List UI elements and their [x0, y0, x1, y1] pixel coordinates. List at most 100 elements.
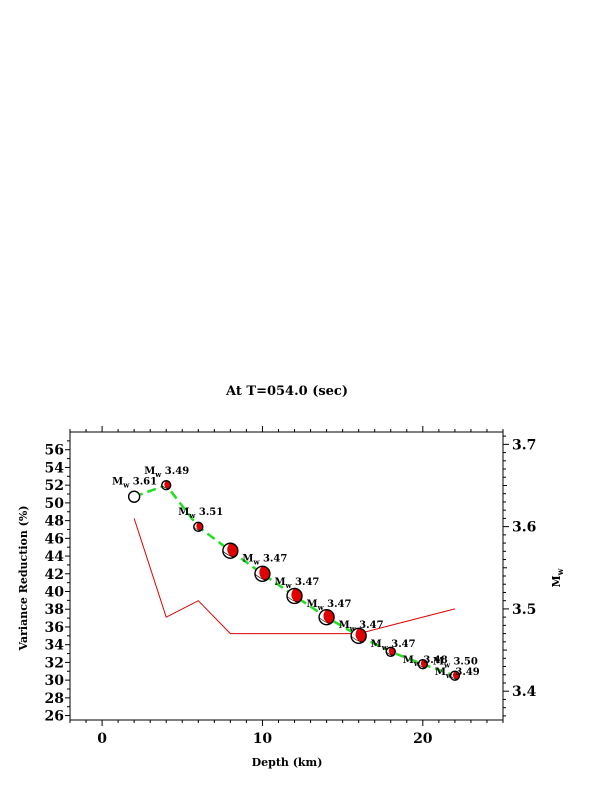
x-axis-ticks: 0 10 20 [69, 426, 504, 747]
magnitude-label-subscript: w [188, 511, 196, 520]
focal-mechanism-beachball [161, 479, 172, 491]
focal-mechanism-markers [127, 479, 461, 681]
magnitude-label: Mw 3.47 [242, 554, 287, 567]
magnitude-label-value: 3.47 [388, 639, 416, 650]
magnitude-label-subscript: w [154, 470, 162, 479]
beachball-outline [318, 609, 335, 626]
magnitude-label-subscript: w [317, 603, 325, 612]
x-axis-label: Depth (km) [252, 756, 323, 769]
y-left-tick-label: 46 [45, 531, 64, 547]
magnitude-label-subscript: w [381, 643, 389, 652]
y-left-tick-label: 36 [45, 620, 64, 636]
beachball-background [128, 491, 140, 503]
y-left-tick-label: 42 [45, 567, 64, 583]
right-axis-label-sub: w [555, 567, 565, 576]
magnitude-label: Mw 3.47 [371, 639, 416, 652]
magnitude-label: Mw 3.49 [435, 667, 480, 680]
magnitude-label-value: 3.47 [324, 599, 352, 610]
focal-mechanism-beachball [127, 490, 141, 503]
y-left-tick-label: 32 [45, 655, 64, 671]
magnitude-label: Mw 3.49 [144, 466, 189, 479]
beachball-compression-quadrant [323, 609, 335, 625]
beachball-outline [385, 646, 396, 657]
magnitude-label-value: 3.49 [161, 466, 189, 477]
beachball-outline [286, 587, 303, 605]
y-left-tick-label: 48 [45, 514, 64, 530]
y-left-tick-label: 52 [45, 478, 64, 494]
magnitude-label-subscript: w [252, 558, 260, 567]
focal-mechanism-beachball [254, 565, 271, 582]
y-right-tick-label: 3.5 [512, 602, 536, 618]
magnitude-label-symbol: M [112, 477, 123, 488]
magnitude-label-value: 3.47 [292, 577, 320, 588]
beachball-compression-quadrant [227, 543, 238, 558]
y-left-tick-label: 26 [45, 709, 64, 725]
beachball-compression-quadrant [196, 522, 203, 532]
beachball-compression-quadrant [164, 480, 171, 490]
magnitude-label-value: 3.47 [259, 554, 287, 565]
magnitude-label-subscript: w [443, 661, 451, 670]
magnitude-label-symbol: M [242, 554, 253, 565]
beachball-compression-quadrant [291, 588, 303, 604]
beachball-compression-quadrant [388, 647, 396, 657]
magnitude-label-value: 3.61 [129, 477, 157, 488]
magnitude-label-value: 3.48 [420, 655, 448, 666]
y-left-tick-label: 44 [45, 549, 65, 565]
focal-mechanism-beachball [318, 609, 335, 626]
magnitude-label-value: 3.47 [356, 620, 384, 631]
beachball-compression-quadrant [420, 659, 428, 669]
y-right-tick-label: 3.6 [512, 520, 536, 536]
x-tick-label: 0 [97, 731, 107, 747]
magnitude-label: Mw 3.50 [433, 657, 478, 670]
magnitude-label-symbol: M [274, 577, 285, 588]
beachball-outline [449, 670, 461, 681]
y-left-tick-label: 50 [45, 496, 65, 512]
focal-mechanism-beachball [417, 658, 429, 670]
magnitude-label: Mw 3.51 [178, 507, 223, 520]
chart-title: At T=054.0 (sec) [225, 384, 348, 399]
beachball-outline [161, 479, 172, 491]
focal-mechanism-beachball [350, 627, 367, 645]
beachball-outline [193, 521, 204, 533]
magnitude-label: Mw 3.47 [274, 577, 319, 590]
beachball-outline [222, 542, 239, 559]
y-left-tick-label: 40 [45, 585, 65, 601]
magnitude-label: Mw 3.61 [112, 477, 157, 490]
magnitude-label-value: 3.51 [195, 507, 223, 518]
x-tick-label: 20 [413, 731, 433, 747]
focal-mechanism-beachball [222, 542, 239, 559]
variance-reduction-series [133, 483, 456, 677]
focal-mechanism-beachball [385, 646, 396, 657]
magnitude-label-symbol: M [178, 507, 189, 518]
beachball-outline [254, 565, 271, 582]
magnitude-label-value: 3.49 [452, 667, 480, 678]
magnitude-label-value: 3.50 [450, 657, 478, 668]
magnitude-label: Mw 3.47 [307, 599, 352, 612]
magnitude-label-subscript: w [445, 671, 453, 680]
magnitude-label-symbol: M [307, 599, 318, 610]
focal-mechanism-beachball [193, 521, 204, 533]
beachball-outline [127, 490, 141, 503]
magnitude-label: Mw 3.47 [339, 620, 384, 633]
magnitude-label-subscript: w [413, 659, 421, 668]
right-axis-ticks: 3.4 3.5 3.6 3.7 [503, 435, 537, 717]
y-left-tick-label: 54 [45, 460, 65, 476]
magnitude-label-symbol: M [435, 667, 446, 678]
right-axis-label-main: M [550, 575, 563, 587]
magnitude-label-symbol: M [144, 466, 155, 477]
y-left-tick-label: 34 [45, 638, 65, 654]
magnitude-label-symbol: M [371, 639, 382, 650]
magnitude-label-subscript: w [349, 624, 357, 633]
beachball-compression-quadrant [452, 671, 460, 680]
beachball-outline [350, 627, 367, 645]
focal-mechanism-beachball [449, 670, 461, 681]
magnitude-label: Mw 3.48 [403, 655, 448, 668]
magnitude-label-subscript: w [285, 581, 293, 590]
beachball-outline [417, 658, 429, 670]
mw-line [133, 518, 456, 635]
x-tick-label: 10 [253, 731, 273, 747]
magnitude-label-symbol: M [403, 655, 414, 666]
